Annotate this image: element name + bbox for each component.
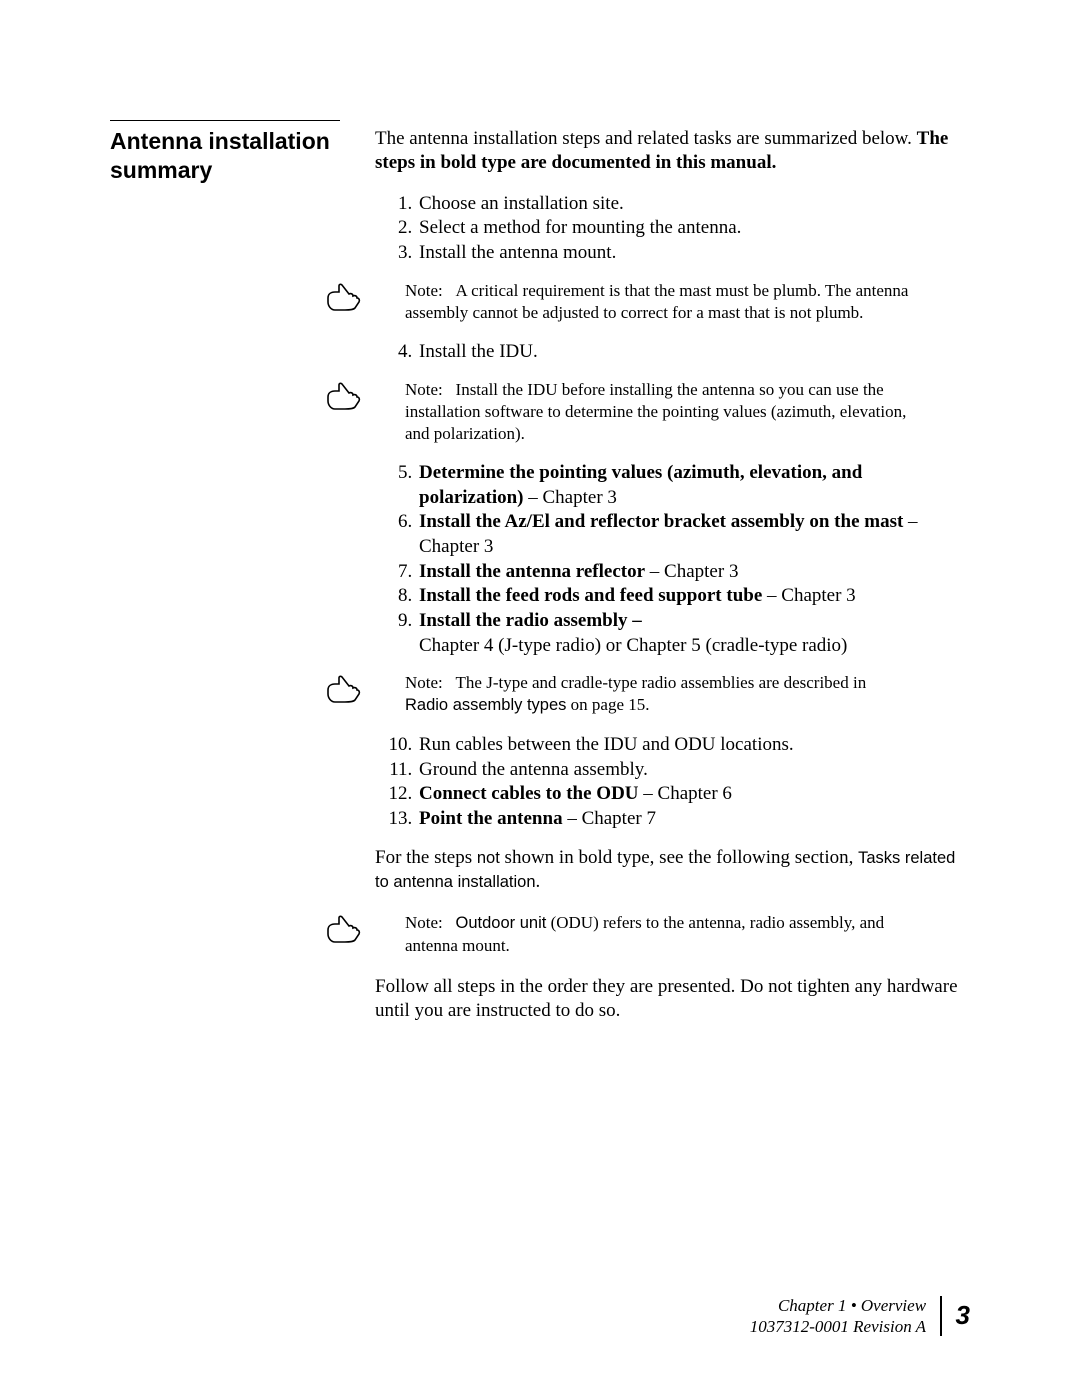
note-text-b: on page 15.: [566, 695, 649, 714]
footer-text: Chapter 1 • Overview 1037312-0001 Revisi…: [750, 1295, 926, 1338]
step-text: Select a method for mounting the antenna…: [419, 217, 741, 238]
step-bold: Install the antenna reflector: [419, 561, 645, 582]
steps-list-a: Choose an installation site. Select a me…: [375, 192, 970, 266]
steps-list-b: Install the IDU.: [375, 340, 970, 365]
step-8: Install the feed rods and feed support t…: [417, 584, 970, 609]
step-bold: Install the radio assembly –: [419, 610, 642, 631]
note-body: Note: Install the IDU before installing …: [375, 379, 970, 445]
step-text: Choose an installation site.: [419, 193, 624, 214]
step-text: Install the antenna mount.: [419, 242, 616, 263]
step-bold: Install the feed rods and feed support t…: [419, 585, 762, 606]
step-tail: – Chapter 3: [762, 585, 855, 606]
step-9: Install the radio assembly – Chapter 4 (…: [417, 609, 970, 658]
step-13: Point the antenna – Chapter 7: [417, 807, 970, 832]
step-bold: Determine the pointing values (azimuth, …: [419, 462, 862, 508]
step-4: Install the IDU.: [417, 340, 970, 365]
intro-text: The antenna installation steps and relat…: [375, 128, 917, 149]
footer-divider: [940, 1296, 942, 1336]
closing-text-a: For the steps: [375, 847, 477, 868]
step-text: Ground the antenna assembly.: [419, 759, 648, 780]
step-11: Ground the antenna assembly.: [417, 758, 970, 783]
right-column: The antenna installation steps and relat…: [375, 127, 970, 1023]
step-3: Install the antenna mount.: [417, 241, 970, 266]
step-text: Install the IDU.: [419, 341, 538, 362]
note-text-a: The J-type and cradle-type radio assembl…: [456, 673, 867, 692]
section: Antenna installation summary The antenna…: [110, 127, 970, 1023]
closing-text-c: .: [536, 871, 541, 892]
note-label: Note:: [405, 380, 443, 399]
note-1: Note: A critical requirement is that the…: [325, 280, 970, 324]
hand-pointing-icon: [325, 672, 375, 704]
step-tail: – Chapter 6: [639, 783, 732, 804]
step-tail: – Chapter 3: [524, 487, 617, 508]
note-crossref: Radio assembly types: [405, 696, 566, 714]
step-bold: Point the antenna: [419, 808, 563, 829]
steps-list-d: Run cables between the IDU and ODU locat…: [375, 733, 970, 832]
hand-pointing-icon: [325, 280, 375, 312]
intro-paragraph: The antenna installation steps and relat…: [375, 127, 970, 176]
note-2: Note: Install the IDU before installing …: [325, 379, 970, 445]
step-tail: – Chapter 3: [645, 561, 738, 582]
note-body: Note: A critical requirement is that the…: [375, 280, 970, 324]
note-label: Note:: [405, 673, 443, 692]
note-label: Note:: [405, 913, 443, 932]
note-label: Note:: [405, 281, 443, 300]
section-rule: [110, 120, 340, 121]
step-2: Select a method for mounting the antenna…: [417, 216, 970, 241]
note-3: Note: The J-type and cradle-type radio a…: [325, 672, 970, 717]
note-term: Outdoor unit: [456, 914, 547, 932]
note-4: Note: Outdoor unit (ODU) refers to the a…: [325, 912, 970, 957]
note-text: A critical requirement is that the mast …: [405, 281, 908, 322]
step-10: Run cables between the IDU and ODU locat…: [417, 733, 970, 758]
steps-list-c: Determine the pointing values (azimuth, …: [375, 461, 970, 659]
closing-text-b: shown in bold type, see the following se…: [500, 847, 858, 868]
section-heading: Antenna installation summary: [110, 127, 375, 185]
note-body: Note: The J-type and cradle-type radio a…: [375, 672, 970, 717]
hand-pointing-icon: [325, 379, 375, 411]
step-tail: – Chapter 7: [563, 808, 656, 829]
step-6: Install the Az/El and reflector bracket …: [417, 510, 970, 559]
step-text: Run cables between the IDU and ODU locat…: [419, 734, 794, 755]
page-number: 3: [956, 1300, 970, 1331]
closing-not: not: [477, 849, 500, 867]
step-7: Install the antenna reflector – Chapter …: [417, 560, 970, 585]
step-bold: Install the Az/El and reflector bracket …: [419, 511, 903, 532]
step-bold: Connect cables to the ODU: [419, 783, 639, 804]
hand-pointing-icon: [325, 912, 375, 944]
note-body: Note: Outdoor unit (ODU) refers to the a…: [375, 912, 970, 957]
left-column: Antenna installation summary: [110, 127, 375, 185]
closing-paragraph-1: For the steps not shown in bold type, se…: [375, 846, 970, 895]
step-1: Choose an installation site.: [417, 192, 970, 217]
step-tail: Chapter 4 (J-type radio) or Chapter 5 (c…: [419, 635, 847, 656]
footer-chapter: Chapter 1 • Overview: [750, 1295, 926, 1316]
document-page: Antenna installation summary The antenna…: [0, 0, 1080, 1397]
closing-paragraph-2: Follow all steps in the order they are p…: [375, 975, 970, 1024]
note-text: Install the IDU before installing the an…: [405, 380, 906, 443]
step-12: Connect cables to the ODU – Chapter 6: [417, 782, 970, 807]
footer-docnum: 1037312-0001 Revision A: [750, 1316, 926, 1337]
step-5: Determine the pointing values (azimuth, …: [417, 461, 970, 510]
page-footer: Chapter 1 • Overview 1037312-0001 Revisi…: [750, 1295, 970, 1338]
